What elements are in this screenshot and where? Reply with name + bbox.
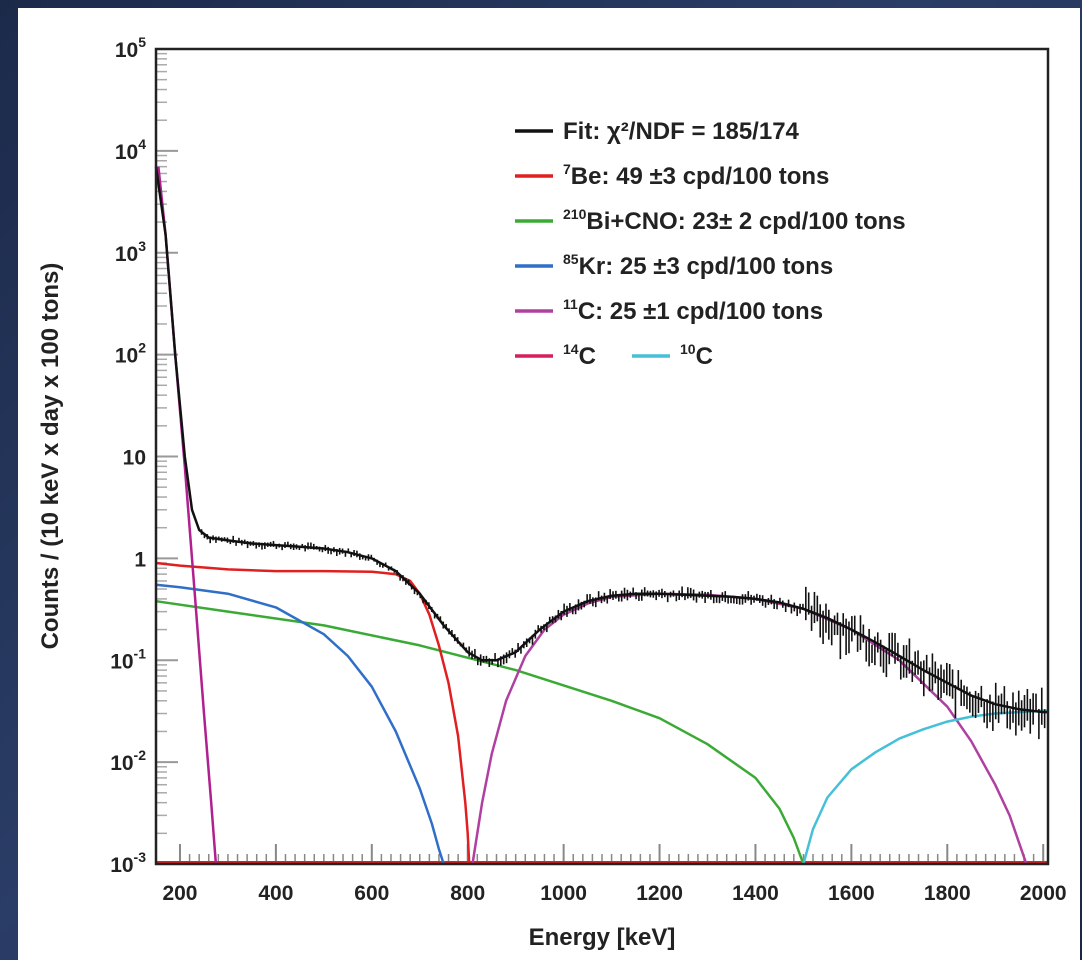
series-bi-cno (155, 599, 805, 865)
series-c10 (802, 709, 1048, 865)
plot-frame (154, 47, 1050, 866)
legend-label-c10: 10C (680, 341, 713, 370)
y-tick-label: 10-3 (110, 849, 146, 877)
series-kr (155, 583, 445, 865)
x-tick-label: 1000 (540, 882, 587, 905)
legend-label-be7: 7Be: 49 ±3 cpd/100 tons (563, 161, 829, 190)
data-points-layer (200, 529, 1046, 740)
y-axis-title: Counts / (10 keV x day x 100 tons) (37, 263, 64, 650)
x-tick-label: 1400 (732, 882, 779, 905)
y-tick-label: 103 (115, 238, 146, 266)
y-tick-label: 1 (134, 548, 146, 571)
x-tick-labels: 200 400 600 800 1000 1200 1400 1600 1800 2000 (162, 882, 1066, 905)
x-tick-label: 200 (162, 882, 197, 905)
x-tick-label: 400 (258, 882, 293, 905)
x-tick-label: 600 (354, 882, 389, 905)
legend-label-bi210: 210Bi+CNO: 23± 2 cpd/100 tons (563, 206, 906, 235)
x-tick-label: 800 (450, 882, 485, 905)
y-tick-label: 104 (115, 136, 146, 164)
legend-label-c11: 11C: 25 ±1 cpd/100 tons (563, 296, 823, 325)
series-fit (154, 166, 1048, 714)
legend-label-fit: Fit: χ²/NDF = 185/174 (563, 118, 800, 145)
x-tick-label: 1600 (828, 882, 875, 905)
y-tick-label: 102 (115, 340, 146, 368)
legend-label-kr85: 85Kr: 25 ±3 cpd/100 tons (563, 251, 833, 280)
x-axis-title: Energy [keV] (529, 924, 676, 951)
series-c14 (157, 166, 218, 865)
x-tick-label: 1200 (636, 882, 683, 905)
series-c11 (471, 592, 1028, 865)
y-tick-label: 10 (123, 447, 146, 470)
y-tick-label: 10-1 (110, 645, 146, 673)
series-be (155, 561, 471, 865)
x-tick-label: 2000 (1020, 882, 1067, 905)
y-tick-label: 10-2 (110, 747, 146, 775)
chart-card: 105 104 103 102 10 1 10-1 10-2 10-3 200 400 600 800… (18, 8, 1080, 960)
y-tick-label: 105 (115, 34, 146, 62)
legend-label-c14: 14C (563, 341, 596, 370)
legend: Fit: χ²/NDF = 185/174 7Be: 49 ±3 cpd/100 … (515, 118, 906, 370)
x-tick-label: 1800 (924, 882, 971, 905)
